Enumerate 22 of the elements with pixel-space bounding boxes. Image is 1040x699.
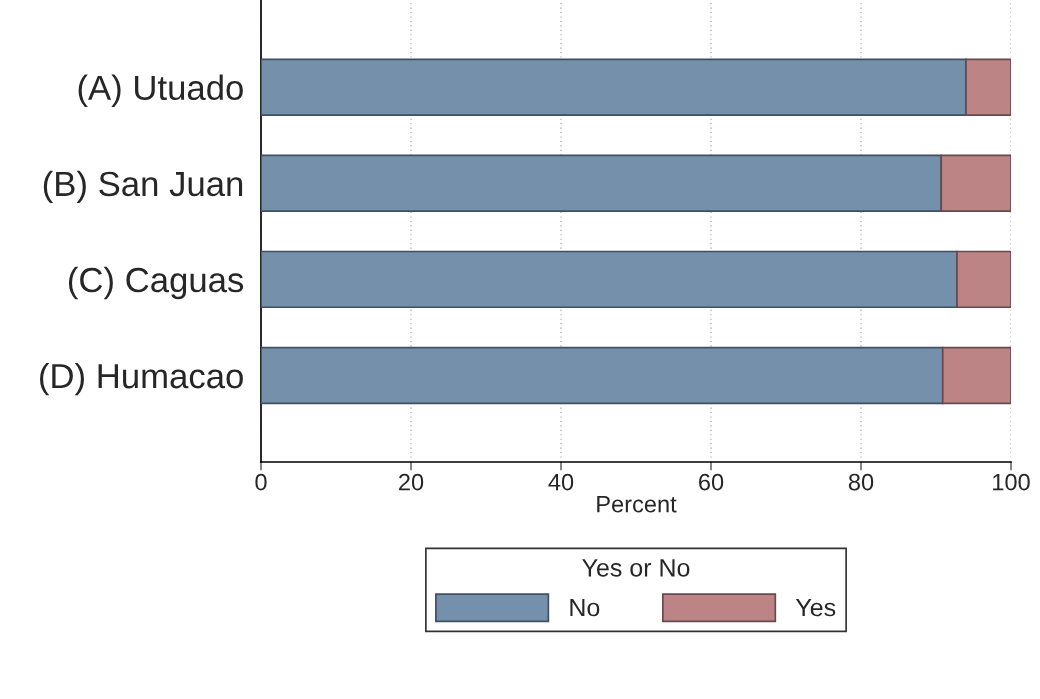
bar bbox=[261, 58, 967, 116]
x-tick-label: 0 bbox=[255, 473, 267, 491]
bar bbox=[965, 58, 1011, 116]
y-tick-label: (A) Utuado bbox=[78, 74, 243, 107]
bar bbox=[261, 154, 943, 213]
x-tick-label: 40 bbox=[548, 473, 574, 491]
bar bbox=[956, 250, 1011, 309]
x-axis-title: Percent bbox=[597, 495, 677, 513]
legend-title: Yes or No bbox=[582, 559, 690, 577]
x-tick-label: 60 bbox=[699, 473, 724, 491]
bar bbox=[940, 154, 1011, 213]
x-tick-label: 80 bbox=[848, 473, 874, 491]
x-tick-label: 20 bbox=[399, 473, 424, 491]
legend-label: Yes bbox=[795, 598, 836, 617]
bar bbox=[261, 250, 958, 309]
legend-label: No bbox=[570, 598, 600, 617]
y-tick-label: (B) San Juan bbox=[43, 170, 243, 204]
y-tick-label: (D) Humacao bbox=[40, 362, 243, 396]
x-tick-label: 100 bbox=[993, 473, 1030, 491]
bar bbox=[261, 346, 944, 405]
y-tick-label: (C) Caguas bbox=[68, 266, 244, 300]
bar bbox=[941, 346, 1011, 405]
